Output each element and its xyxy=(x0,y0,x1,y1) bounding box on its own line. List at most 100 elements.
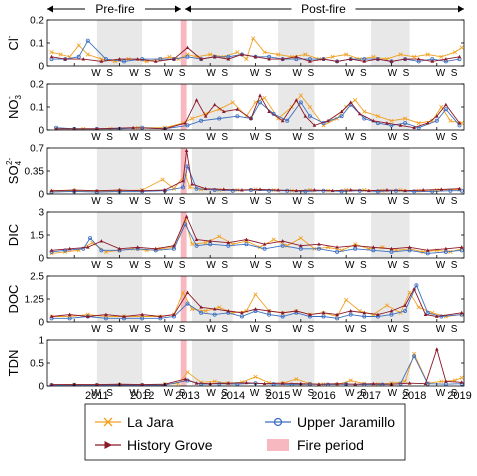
data-point xyxy=(203,114,208,118)
season-label-s: S xyxy=(179,260,186,271)
data-point xyxy=(158,314,163,318)
season-label-s: S xyxy=(451,196,458,207)
season-label-w: W xyxy=(91,68,101,79)
data-point xyxy=(199,305,203,309)
x-marker-icon xyxy=(103,417,113,427)
season-label-s: S xyxy=(403,388,410,399)
series-group xyxy=(49,36,464,64)
data-point xyxy=(371,54,376,59)
data-point xyxy=(49,248,54,252)
data-point xyxy=(416,121,421,126)
season-label-s: S xyxy=(144,132,151,143)
data-point xyxy=(185,54,190,59)
season-label-w: W xyxy=(164,68,174,79)
data-point xyxy=(85,38,90,43)
season-label-w: W xyxy=(436,68,446,79)
data-point xyxy=(244,237,249,241)
season-label-s: S xyxy=(265,388,272,399)
data-point xyxy=(258,187,262,191)
data-point xyxy=(285,118,290,123)
y-tick-label: 0 xyxy=(38,190,44,201)
data-point xyxy=(362,59,367,63)
series-line-upper-jaramillo xyxy=(51,355,462,386)
data-point xyxy=(226,57,231,61)
data-point xyxy=(262,246,267,251)
year-tick-label: 2018 xyxy=(402,390,426,402)
data-point xyxy=(403,121,408,126)
data-point xyxy=(99,248,104,253)
season-label-w: W xyxy=(91,132,101,143)
y-axis-label: DIC xyxy=(6,224,21,246)
legend-label: History Grove xyxy=(127,437,213,453)
season-label-w: W xyxy=(250,68,260,79)
winter-shade-band xyxy=(96,148,143,194)
legend-box xyxy=(84,403,406,461)
season-label-s: S xyxy=(144,324,151,335)
data-point xyxy=(163,188,167,192)
data-point xyxy=(307,114,312,119)
data-point xyxy=(226,243,231,248)
season-label-s: S xyxy=(360,324,367,335)
season-label-s: S xyxy=(221,132,228,143)
data-point xyxy=(444,57,448,61)
data-point xyxy=(321,310,326,315)
season-label-s: S xyxy=(360,388,367,399)
data-point xyxy=(226,240,231,245)
pre-fire-label-bg xyxy=(84,2,145,15)
data-point xyxy=(316,246,321,251)
season-label-w: W xyxy=(436,388,446,399)
season-label-w: W xyxy=(129,388,139,399)
post-fire-label-bg xyxy=(291,2,356,15)
season-label-w: W xyxy=(292,260,302,271)
data-point xyxy=(448,118,453,123)
season-label-s: S xyxy=(221,260,228,271)
data-point xyxy=(199,118,204,123)
year-tick-label: 2015 xyxy=(266,390,290,402)
data-point xyxy=(81,57,86,61)
y-tick-label: 0.35 xyxy=(25,167,45,178)
data-point xyxy=(459,188,464,193)
data-point xyxy=(54,126,58,130)
data-point xyxy=(312,188,317,192)
season-label-s: S xyxy=(360,68,367,79)
series-line-upper-jaramillo xyxy=(51,284,462,319)
y-axis-label: DOC xyxy=(6,285,21,314)
season-label-s: S xyxy=(265,132,272,143)
data-point xyxy=(389,59,394,63)
winter-shade-band xyxy=(278,340,315,386)
fire-period-band xyxy=(180,212,187,258)
season-label-s: S xyxy=(451,260,458,271)
data-point xyxy=(117,188,122,192)
season-label-w: W xyxy=(436,132,446,143)
season-label-s: S xyxy=(179,196,186,207)
season-label-w: W xyxy=(388,132,398,143)
season-label-w: W xyxy=(345,132,355,143)
data-point xyxy=(435,114,439,118)
data-point xyxy=(389,249,394,254)
season-label-w: W xyxy=(388,68,398,79)
data-point xyxy=(423,381,428,386)
data-point xyxy=(49,382,54,386)
data-point xyxy=(459,248,464,253)
season-label-w: W xyxy=(129,196,139,207)
data-point xyxy=(251,36,256,41)
season-label-s: S xyxy=(307,260,314,271)
data-point xyxy=(267,312,272,317)
data-point xyxy=(49,314,54,318)
data-point xyxy=(371,118,376,123)
y-axis-label-main: DIC xyxy=(6,224,21,246)
season-label-w: W xyxy=(129,324,139,335)
data-point xyxy=(371,248,376,253)
season-label-w: W xyxy=(388,324,398,335)
data-point xyxy=(189,116,195,121)
season-label-s: S xyxy=(106,132,113,143)
data-point xyxy=(235,50,240,55)
y-tick-label: 0.2 xyxy=(30,80,44,91)
series-group xyxy=(49,214,464,256)
data-point xyxy=(344,297,349,303)
data-point xyxy=(380,382,385,386)
data-point xyxy=(344,52,349,57)
data-point xyxy=(425,121,430,125)
season-label-w: W xyxy=(206,68,216,79)
